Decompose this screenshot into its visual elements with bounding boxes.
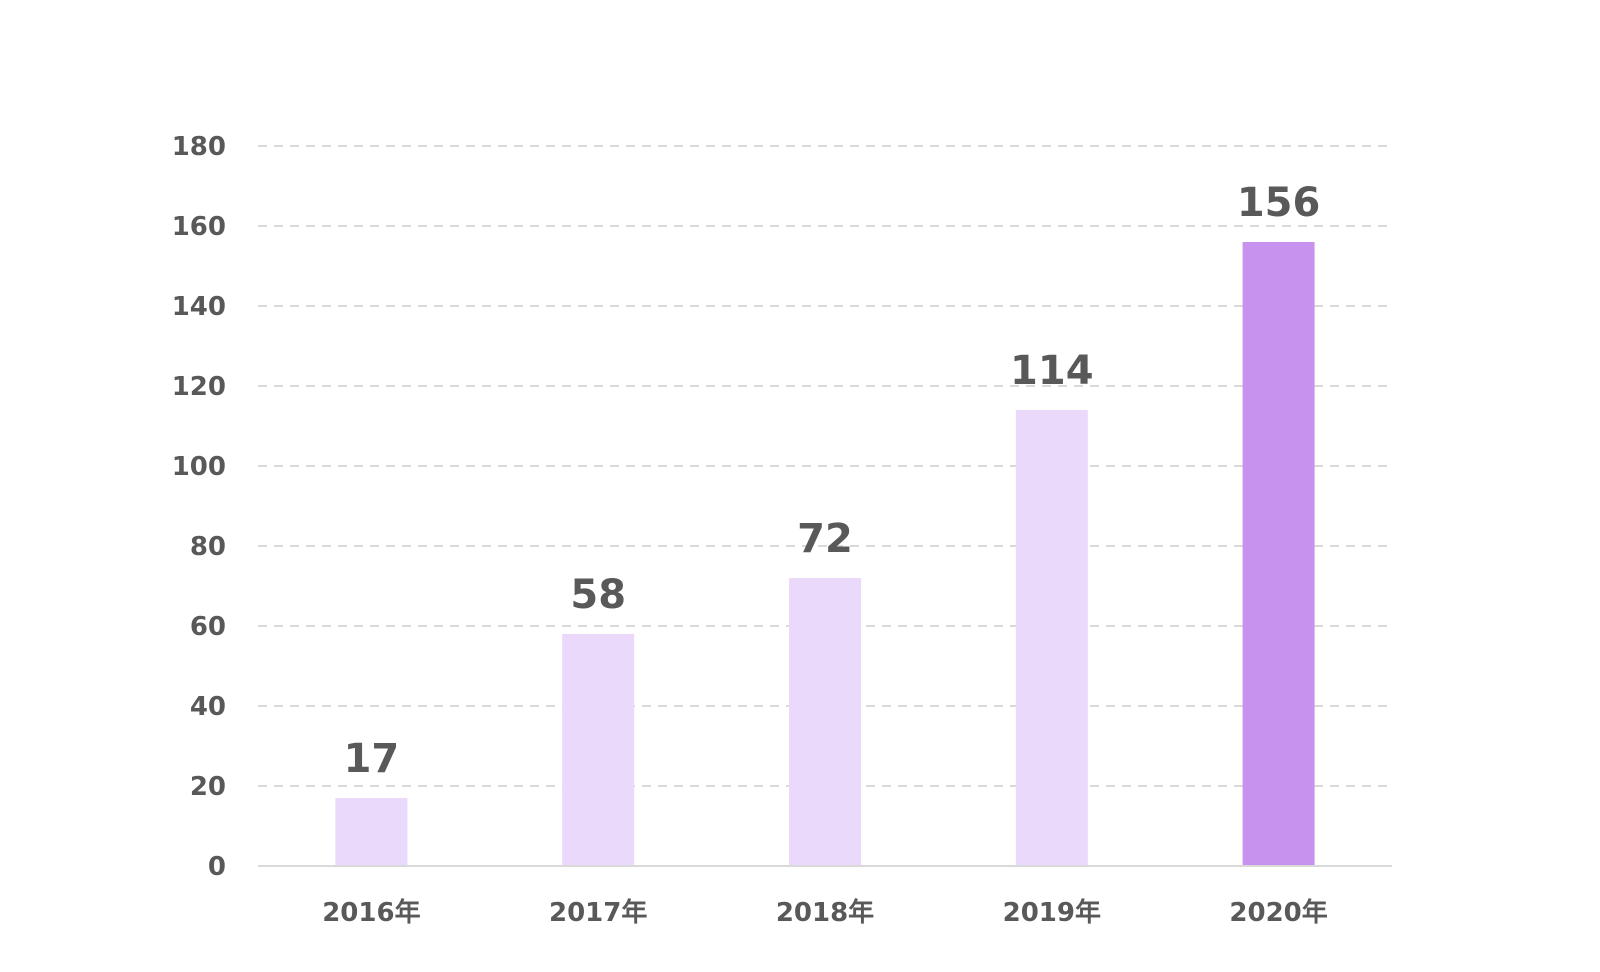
y-tick-label: 60 bbox=[190, 612, 226, 642]
bar bbox=[1242, 242, 1315, 866]
bar bbox=[335, 798, 408, 866]
y-tick-label: 120 bbox=[172, 372, 226, 402]
data-labels: 17 58 72 114 156 bbox=[344, 180, 1321, 782]
y-tick-label: 100 bbox=[172, 452, 226, 482]
y-tick-label: 0 bbox=[208, 852, 226, 882]
bar bbox=[562, 634, 635, 866]
bar-value-label: 72 bbox=[797, 516, 853, 562]
y-tick-label: 80 bbox=[190, 532, 226, 562]
bar-value-label: 156 bbox=[1237, 180, 1321, 226]
y-tick-label: 40 bbox=[190, 692, 226, 722]
bars bbox=[335, 242, 1315, 866]
bar bbox=[1015, 410, 1088, 866]
x-tick-label: 2020年 bbox=[1229, 897, 1327, 928]
x-axis-ticks: 2016年 2017年 2018年 2019年 2020年 bbox=[322, 897, 1328, 928]
y-tick-label: 180 bbox=[172, 132, 226, 162]
x-tick-label: 2018年 bbox=[776, 897, 874, 928]
bar-value-label: 114 bbox=[1010, 348, 1094, 394]
x-tick-label: 2017年 bbox=[549, 897, 647, 928]
y-tick-label: 140 bbox=[172, 292, 226, 322]
y-tick-label: 20 bbox=[190, 772, 226, 802]
y-tick-label: 160 bbox=[172, 212, 226, 242]
x-tick-label: 2019年 bbox=[1003, 897, 1101, 928]
bar bbox=[789, 578, 861, 866]
y-axis-ticks: 0 20 40 60 80 100 120 140 160 180 bbox=[172, 132, 226, 882]
bar-value-label: 17 bbox=[344, 736, 400, 782]
bar-value-label: 58 bbox=[570, 572, 626, 618]
x-tick-label: 2016年 bbox=[322, 897, 420, 928]
